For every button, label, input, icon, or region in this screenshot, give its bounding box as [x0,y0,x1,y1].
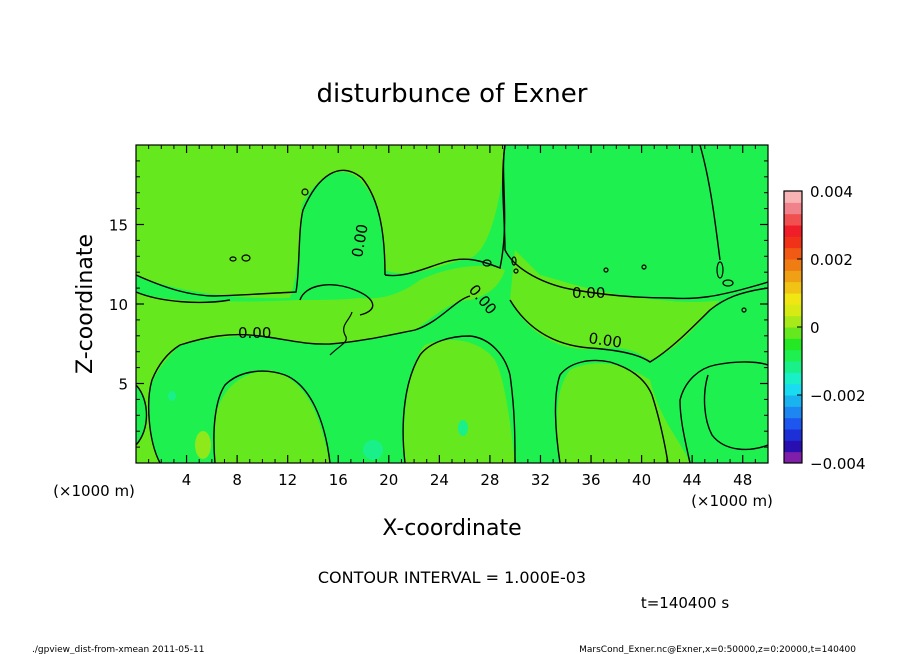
y-unit-label: (×1000 m) [53,482,135,500]
colorbar-tick-label: −0.002 [810,387,866,405]
x-tick-label: 28 [480,471,499,489]
footer-right: MarsCond_Exner.nc@Exner,x=0:50000,z=0:20… [579,645,856,654]
colorbar-tick-label: −0.004 [810,455,866,473]
x-tick-label: 32 [531,471,550,489]
x-tick-label: 20 [379,471,398,489]
contour-islands [229,188,747,356]
colorbar-tick-label: 0.004 [810,183,853,201]
contour-interval-text: CONTOUR INTERVAL = 1.000E-03 [318,568,586,587]
contour-label: 0.00 [238,324,271,342]
footer-left: ./gpview_dist-from-xmean 2011-05-11 [32,645,204,654]
colorbar-swatch [784,429,802,441]
field-spots [168,391,468,460]
colorbar-swatch [784,406,802,419]
colorbar [783,190,803,464]
negative-regions [136,145,768,463]
colorbar-swatch [784,225,802,237]
colorbar-swatch [784,361,802,373]
colorbar-tick-label: 0 [810,319,820,337]
x-axis-label: X-coordinate [382,516,521,541]
colorbar-swatch [784,349,802,362]
x-tick-label: 4 [182,471,192,489]
colorbar-swatch [784,327,802,339]
contour-label: 0.00 [348,223,372,259]
colorbar-ticks: 0.004 0.002 0 −0.002 −0.004 [797,183,866,473]
colorbar-swatch [784,281,802,294]
colorbar-swatch [784,236,802,249]
y-tick-label: 15 [109,217,128,235]
x-tick-label: 16 [329,471,348,489]
x-tick-label: 8 [232,471,242,489]
plot-area [136,145,768,463]
x-unit-label: (×1000 m) [691,492,773,510]
x-tick-label: 12 [278,471,297,489]
contour-label: 0.00 [572,284,605,302]
x-tick-label: 48 [733,471,752,489]
colorbar-swatch [784,417,802,430]
x-tick-label: 44 [683,471,702,489]
colorbar-swatch [784,383,802,396]
y-axis: 5 10 15 [109,160,768,448]
colorbar-swatch [784,338,802,351]
colorbar-swatch [784,202,802,215]
contour-lines [136,145,768,463]
y-tick-label: 5 [118,376,128,394]
x-axis: 4 8 12 16 20 24 28 32 36 40 44 48 [148,145,769,489]
contour-label: 0.00 [587,329,623,351]
colorbar-swatch [784,395,802,407]
colorbar-swatch [784,293,802,305]
colorbar-swatch [784,315,802,328]
colorbar-swatch [784,451,802,464]
x-tick-label: 40 [632,471,651,489]
colorbar-tick-label: 0.002 [810,251,853,269]
colorbar-swatch [784,304,802,317]
colorbar-swatch [784,247,802,260]
y-axis-label: Z-coordinate [73,234,98,374]
x-tick-label: 36 [581,471,600,489]
colorbar-swatch [784,213,802,226]
colorbar-swatch [784,191,802,203]
colorbar-swatch [784,270,802,283]
colorbar-swatch [784,259,802,271]
colorbar-swatch [784,372,802,385]
colorbar-swatch [784,440,802,453]
x-tick-label: 24 [430,471,449,489]
chart-title: disturbunce of Exner [317,79,588,109]
time-label: t=140400 s [641,594,729,612]
y-tick-label: 10 [109,296,128,314]
